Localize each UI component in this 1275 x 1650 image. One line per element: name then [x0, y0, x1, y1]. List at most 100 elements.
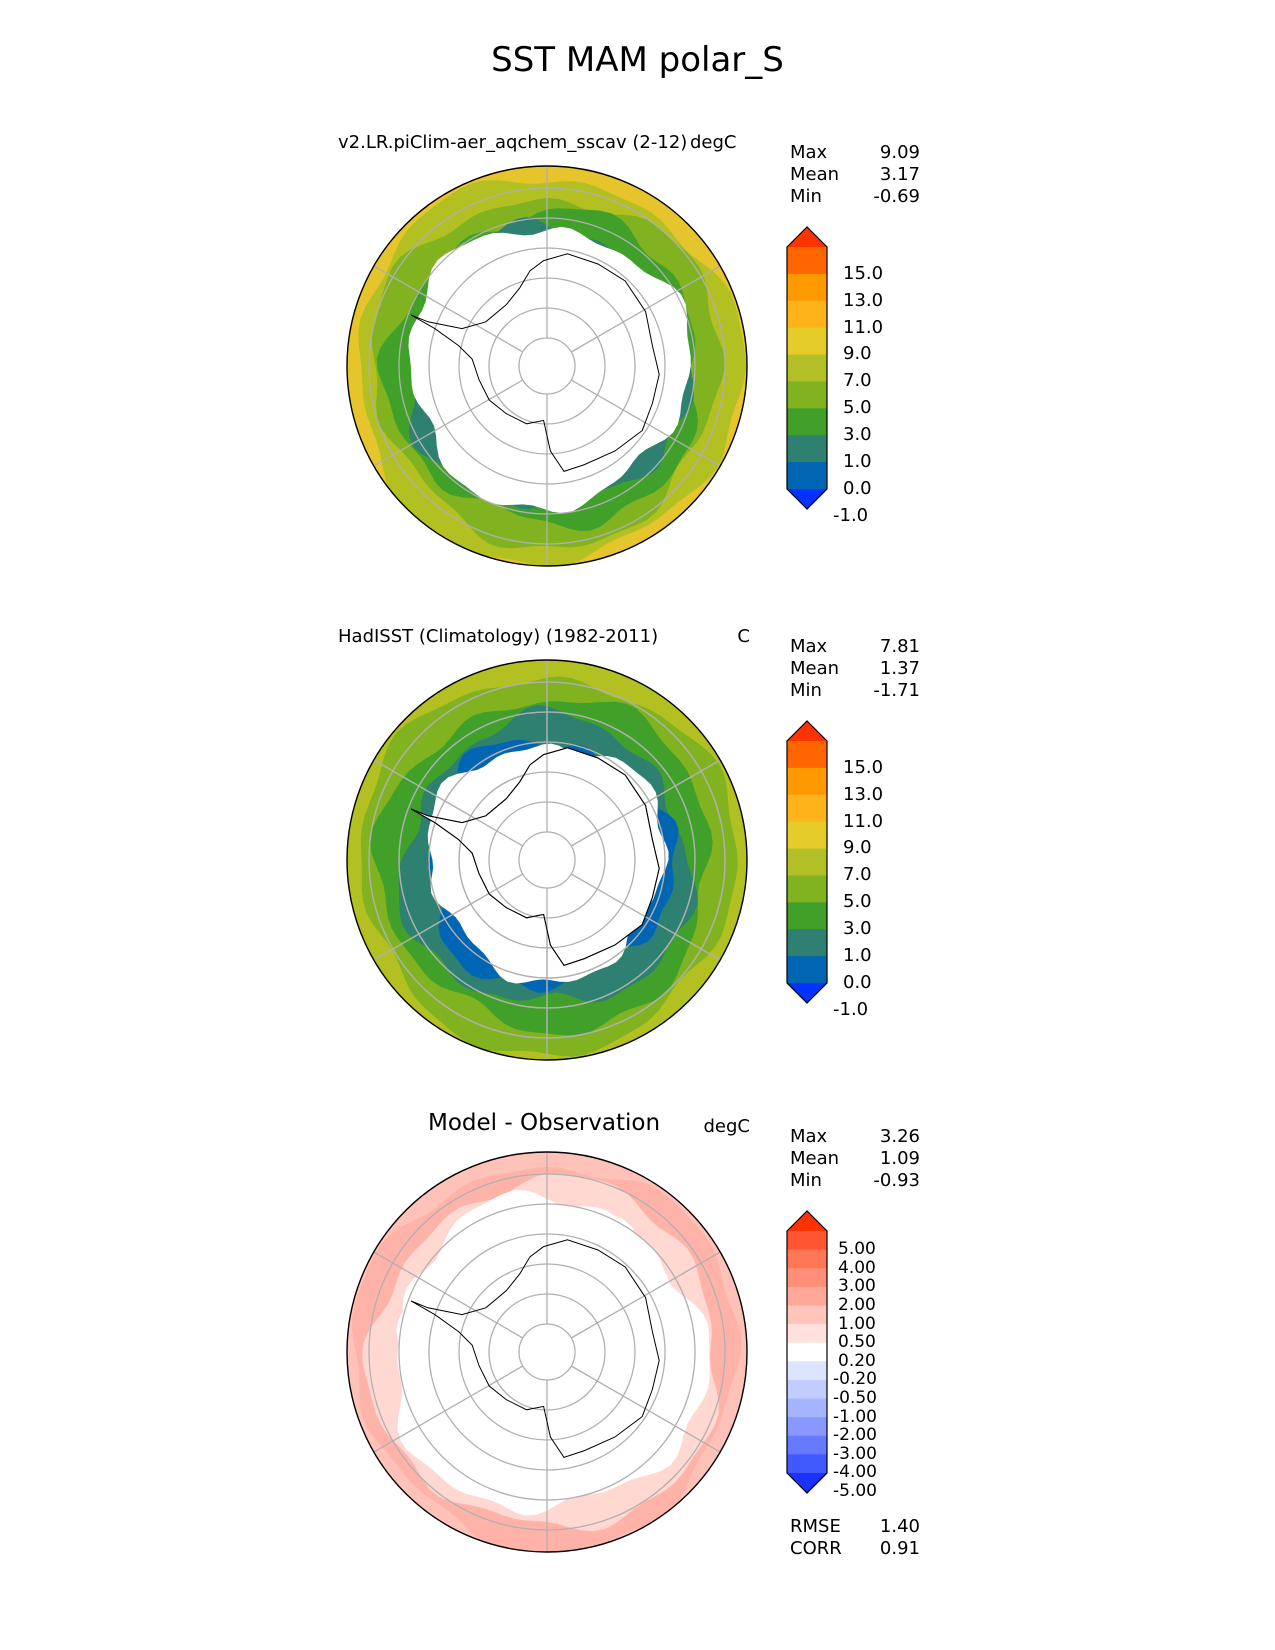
- colorbar-tick-label: -1.0: [833, 504, 869, 526]
- antarctica-coastline: [410, 747, 660, 966]
- map-boundary: [346, 165, 748, 567]
- stats-box: Max 9.09 Mean 3.17 Min -0.69: [790, 142, 920, 208]
- stat-value: 1.09: [879, 1148, 920, 1169]
- colorbar-tick-label: 0.20: [838, 1350, 876, 1371]
- colorbar-outline: [786, 226, 828, 510]
- colorbar-extend-min: [787, 489, 827, 509]
- panel-title: HadISST (Climatology) (1982-2011): [338, 626, 659, 647]
- colorbar-outline: [786, 720, 828, 1004]
- stat-value: -1.71: [873, 680, 920, 701]
- graticule: [347, 166, 747, 566]
- colorbar-tick-label: 7.0: [843, 864, 872, 886]
- panel-title: v2.LR.piClim-aer_aqchem_sscav (2-12): [338, 132, 688, 153]
- colorbar-bin: [787, 247, 827, 275]
- stat-label: Mean: [790, 164, 840, 185]
- colorbar-tick-label: -4.00: [833, 1462, 877, 1483]
- colorbar-extend-max: [787, 227, 827, 247]
- stat-label: Max: [790, 636, 828, 657]
- colorbar-bin: [787, 1379, 827, 1400]
- sea-ice-mask: [396, 1214, 688, 1498]
- colorbar-bin: [787, 1268, 827, 1288]
- colorbar-tick-label: 2.00: [838, 1294, 876, 1315]
- colorbar-bin: [787, 1342, 827, 1362]
- colorbar: [786, 226, 828, 510]
- colorbar-tick-label: 11.0: [843, 810, 884, 832]
- colorbar-tick-label: 5.0: [843, 891, 872, 913]
- colorbar-extend-max: [787, 721, 827, 741]
- colorbar-bin: [787, 741, 827, 769]
- stat-label: Min: [790, 680, 822, 701]
- colorbar-bin: [787, 462, 827, 490]
- panel-model: v2.LR.piClim-aer_aqchem_sscav (2-12) deg…: [0, 128, 1275, 608]
- colorbar-tick-label: 3.00: [838, 1276, 876, 1297]
- stat-label: Mean: [790, 658, 840, 679]
- colorbar: [786, 1210, 828, 1494]
- panel-units: degC: [703, 1116, 751, 1137]
- colorbar-bin: [787, 408, 827, 436]
- colorbar-tick-label: -2.00: [833, 1425, 877, 1446]
- colorbar-tick-label: -0.50: [833, 1387, 877, 1408]
- stat-value: 7.81: [879, 636, 920, 657]
- panel-observation: HadISST (Climatology) (1982-2011) C Max 7…: [0, 622, 1275, 1102]
- stat-value: -0.69: [873, 186, 920, 207]
- colorbar-bin: [787, 354, 827, 382]
- colorbar-bin: [787, 381, 827, 409]
- colorbar-bin: [787, 1231, 827, 1251]
- colorbar-tick-label: -1.00: [833, 1406, 877, 1427]
- colorbar-bin: [787, 1435, 827, 1455]
- colorbar-extend-min: [787, 1473, 827, 1493]
- polar-map: [346, 165, 748, 567]
- colorbar-bin: [787, 794, 827, 823]
- colorbar-tick-label: 1.00: [838, 1313, 876, 1334]
- map-boundary: [346, 659, 748, 1061]
- stat-value: 1.40: [879, 1516, 920, 1537]
- colorbar-extend-max: [787, 1211, 827, 1231]
- stat-label: Max: [790, 1126, 828, 1147]
- colorbar-bin: [787, 848, 827, 876]
- colorbar-tick-label: 0.50: [838, 1332, 876, 1353]
- stat-value: 9.09: [879, 142, 920, 163]
- colorbar-bin: [787, 1454, 827, 1474]
- stat-value: 3.17: [879, 164, 920, 185]
- panel-difference: Model - Observation degC Max 3.26 Mean 1.0…: [0, 1110, 1275, 1592]
- colorbar-tick-label: 15.0: [843, 262, 884, 284]
- colorbar-bin: [787, 327, 827, 356]
- panel-units: C: [737, 626, 750, 647]
- stat-value: 3.26: [879, 1126, 920, 1147]
- colorbar-tick-label: 3.0: [843, 918, 872, 940]
- stat-label: Max: [790, 142, 828, 163]
- panel-units: degC: [690, 132, 737, 153]
- colorbar-tick-label: 13.0: [843, 783, 884, 805]
- colorbar-tick-label: 9.0: [843, 837, 872, 859]
- colorbar-bin: [787, 1361, 827, 1381]
- stats-box: Max 3.26 Mean 1.09 Min -0.93: [790, 1126, 920, 1192]
- colorbar-bin: [787, 902, 827, 930]
- colorbar-tick-label: 9.0: [843, 343, 872, 365]
- colorbar-bin: [787, 821, 827, 850]
- stat-label: Min: [790, 186, 822, 207]
- colorbar-bin: [787, 435, 827, 463]
- colorbar-bin: [787, 956, 827, 984]
- colorbar-bin: [787, 1305, 827, 1325]
- colorbar-tick-label: 13.0: [843, 289, 884, 311]
- colorbar-bin: [787, 1417, 827, 1437]
- stat-label: Min: [790, 1170, 822, 1191]
- colorbar-bin: [787, 1286, 827, 1306]
- colorbar-bin: [787, 929, 827, 957]
- colorbar-tick-label: 3.0: [843, 424, 872, 446]
- colorbar: [786, 720, 828, 1004]
- antarctica-coastline: [410, 253, 660, 472]
- colorbar-bin: [787, 273, 827, 302]
- polar-map: [346, 1151, 748, 1553]
- stats-box: Max 7.81 Mean 1.37 Min -1.71: [790, 636, 920, 702]
- stat-value: 1.37: [879, 658, 920, 679]
- extra-stats-box: RMSE 1.40 CORR 0.91: [790, 1516, 920, 1560]
- colorbar-tick-label: -3.00: [833, 1443, 877, 1464]
- colorbar-tick-label: 1.0: [843, 944, 872, 966]
- colorbar-tick-label: 5.00: [838, 1239, 876, 1260]
- stat-value: -0.93: [873, 1170, 920, 1191]
- polar-map: [346, 659, 748, 1061]
- sea-ice-mask: [408, 226, 691, 514]
- colorbar-extend-min: [787, 983, 827, 1003]
- stat-label: CORR: [790, 1538, 842, 1559]
